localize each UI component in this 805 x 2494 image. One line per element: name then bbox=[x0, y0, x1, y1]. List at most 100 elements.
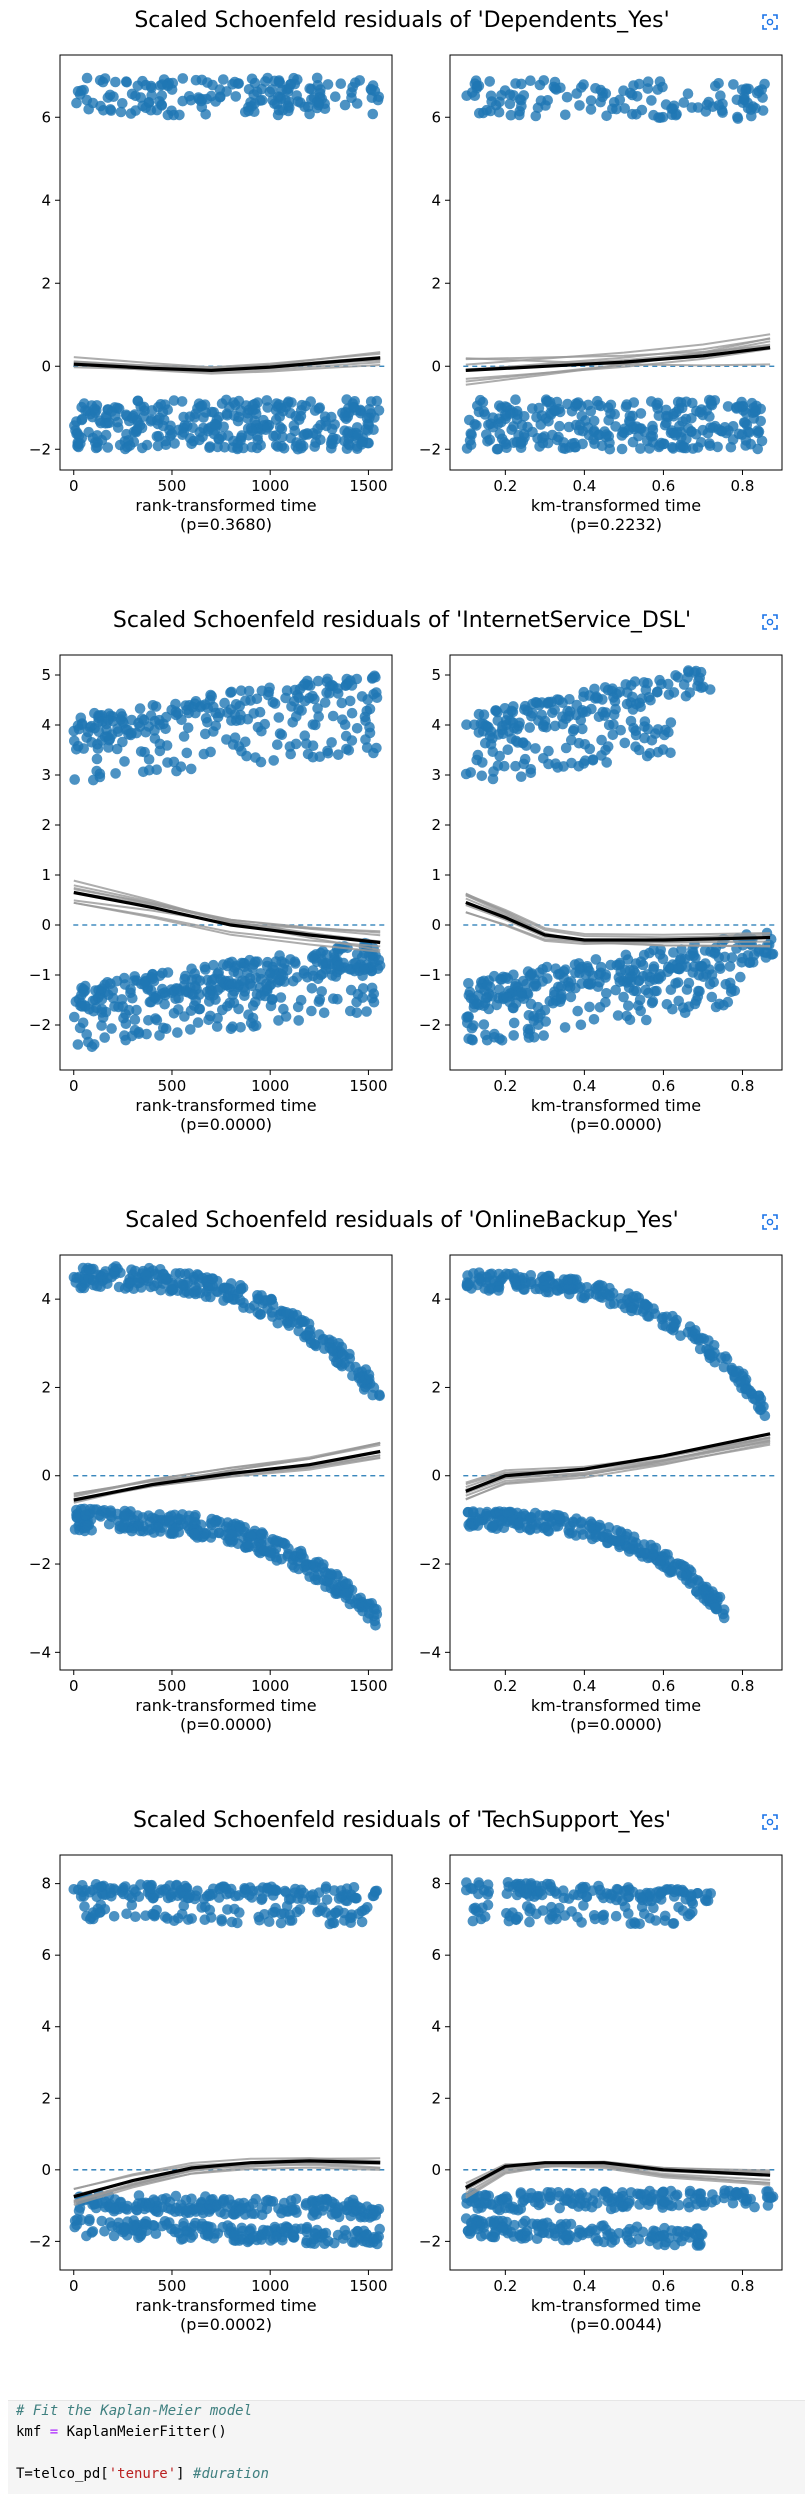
expand-image-button[interactable] bbox=[756, 8, 784, 36]
residual-point bbox=[753, 1390, 765, 1402]
residual-point bbox=[736, 84, 748, 95]
residual-point bbox=[554, 2202, 565, 2214]
residual-point bbox=[649, 986, 660, 997]
x-tick-label: 0.2 bbox=[493, 2277, 517, 2295]
residual-point bbox=[273, 75, 285, 86]
residual-panel-2-0: 0 500 1000 1500 −4 −2 0 2 4 rank-transformed time… bbox=[29, 1254, 393, 1734]
residual-point bbox=[550, 963, 561, 974]
residual-point bbox=[170, 1268, 182, 1279]
residual-point bbox=[330, 433, 342, 445]
residual-point bbox=[246, 1892, 258, 1903]
residual-points bbox=[461, 1267, 771, 1624]
residual-point bbox=[642, 76, 654, 87]
residual-point bbox=[515, 1883, 527, 1895]
x-tick-label: 0.8 bbox=[731, 1077, 755, 1095]
expand-image-button[interactable] bbox=[756, 1808, 784, 1836]
residual-point bbox=[164, 1880, 175, 1891]
residual-point bbox=[641, 750, 653, 762]
residual-point bbox=[494, 2204, 506, 2216]
expand-image-button[interactable] bbox=[756, 608, 784, 636]
residual-point bbox=[194, 434, 205, 446]
residual-point bbox=[476, 2230, 487, 2242]
residual-point bbox=[485, 90, 497, 102]
residual-point bbox=[267, 994, 278, 1005]
code-cell[interactable]: # Fit the Kaplan-Meier model kmf = Kapla… bbox=[8, 2400, 805, 2494]
residual-point bbox=[515, 991, 527, 1002]
residual-point bbox=[659, 2196, 670, 2207]
residual-point bbox=[630, 725, 641, 736]
residual-point bbox=[357, 1601, 368, 1613]
residual-point bbox=[680, 690, 692, 702]
residual-point bbox=[117, 98, 128, 109]
residual-point bbox=[663, 689, 675, 700]
x-tick-label: 0.4 bbox=[572, 1677, 596, 1695]
residual-points bbox=[460, 1877, 779, 2251]
x-axis-label: rank-transformed time bbox=[135, 1096, 316, 1115]
residual-point bbox=[659, 1910, 671, 1922]
residual-point bbox=[672, 2225, 683, 2237]
residual-point bbox=[713, 78, 724, 89]
residual-point bbox=[364, 703, 376, 715]
residual-point bbox=[190, 1288, 201, 1300]
residual-point bbox=[606, 1889, 618, 1901]
residual-point bbox=[518, 90, 530, 101]
residual-point bbox=[262, 956, 273, 968]
residual-point bbox=[525, 1512, 536, 1523]
expand-image-button[interactable] bbox=[756, 1208, 784, 1236]
residual-point bbox=[240, 736, 251, 748]
residual-point bbox=[225, 1023, 237, 1035]
x-tick-label: 500 bbox=[158, 2277, 187, 2295]
residual-point bbox=[719, 2188, 730, 2199]
y-tick-label: 6 bbox=[41, 1946, 51, 1964]
y-tick-label: −4 bbox=[29, 1643, 51, 1661]
residual-point bbox=[731, 2186, 742, 2198]
residual-point bbox=[164, 1515, 175, 1526]
residual-point bbox=[258, 1545, 270, 1557]
residual-point bbox=[266, 1307, 278, 1318]
residual-point bbox=[329, 1584, 341, 1596]
bootstrap-lowess-line bbox=[73, 352, 381, 369]
residual-point bbox=[317, 2228, 329, 2240]
residual-point bbox=[145, 1523, 157, 1535]
residual-point bbox=[610, 984, 621, 996]
residual-point bbox=[595, 1522, 607, 1534]
y-tick-label: 3 bbox=[431, 766, 441, 784]
residual-point bbox=[464, 414, 475, 426]
residual-point bbox=[69, 1524, 81, 1535]
residual-point bbox=[100, 429, 112, 441]
residual-point bbox=[103, 742, 114, 753]
residual-point bbox=[494, 428, 506, 440]
residual-point bbox=[277, 431, 288, 443]
lowess-trend-line bbox=[465, 1432, 771, 1493]
residual-point bbox=[307, 690, 318, 702]
residual-point bbox=[370, 1620, 381, 1631]
bootstrap-lowess-line bbox=[73, 899, 381, 933]
residual-point bbox=[527, 403, 538, 414]
residual-point bbox=[330, 971, 342, 982]
residual-point bbox=[156, 79, 168, 90]
y-tick-label: 2 bbox=[41, 2089, 51, 2107]
residual-point bbox=[351, 723, 363, 734]
residual-point bbox=[600, 972, 611, 983]
residual-point bbox=[618, 991, 629, 1003]
residual-point bbox=[104, 417, 115, 429]
residual-point bbox=[138, 766, 149, 778]
y-tick-label: 1 bbox=[431, 866, 441, 884]
residual-point bbox=[135, 1282, 147, 1293]
figure-title: Scaled Schoenfeld residuals of 'OnlineBa… bbox=[125, 1208, 678, 1233]
lowess-trend-line bbox=[73, 356, 381, 373]
x-tick-label: 500 bbox=[158, 1077, 187, 1095]
residual-point bbox=[648, 1902, 659, 1914]
residual-point bbox=[86, 1041, 98, 1053]
residual-point bbox=[577, 707, 589, 718]
residual-point bbox=[493, 1285, 504, 1296]
residual-point bbox=[217, 1004, 228, 1016]
residual-point bbox=[508, 1017, 520, 1029]
residual-panel-1-1: 0.2 0.4 0.6 0.8 −2 −1 0 1 2 3 4 5 km-transformed tim… bbox=[419, 654, 783, 1134]
residual-point bbox=[370, 671, 381, 683]
residual-point bbox=[519, 411, 530, 422]
code-line-blank bbox=[8, 2443, 805, 2464]
residual-point bbox=[640, 984, 651, 996]
residual-point bbox=[494, 1033, 505, 1044]
residual-point bbox=[750, 405, 762, 417]
